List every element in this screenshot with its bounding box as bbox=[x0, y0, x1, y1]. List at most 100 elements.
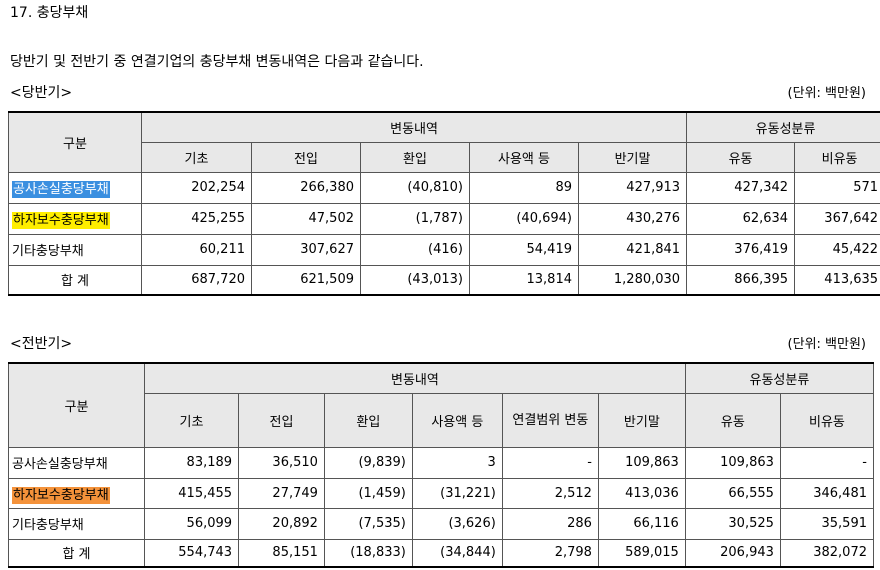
cell: (43,013) bbox=[360, 264, 470, 296]
col-header: 유동 bbox=[684, 392, 781, 448]
cell: 62,634 bbox=[686, 202, 796, 235]
cell: (1,787) bbox=[360, 202, 470, 235]
row-label: 공사손실충당부채 bbox=[8, 446, 145, 479]
row-label-highlighted: 하자보수충당부채 bbox=[12, 212, 110, 229]
previous-period-label: <전반기> bbox=[10, 336, 73, 352]
table-row: 기타충당부채 56,099 20,892 (7,535) (3,626) 286… bbox=[8, 507, 875, 540]
cell: 2,798 bbox=[501, 538, 599, 568]
cell: 45,422 bbox=[794, 233, 880, 266]
header-classification: 유동성분류 bbox=[684, 362, 875, 394]
col-header: 유동 bbox=[686, 141, 796, 173]
cell: (31,221) bbox=[411, 477, 503, 509]
cell: 66,116 bbox=[597, 507, 686, 540]
cell: 367,642 bbox=[794, 202, 880, 235]
cell: (7,535) bbox=[323, 507, 413, 540]
total-row: 합 계 554,743 85,151 (18,833) (34,844) 2,7… bbox=[8, 538, 875, 568]
cell: 266,380 bbox=[251, 171, 361, 204]
previous-provisions-table: 구분 변동내역 유동성분류 기초 전입 환입 사용액 등 연결범위 변동 반기말… bbox=[8, 362, 875, 568]
cell: 382,072 bbox=[779, 538, 875, 568]
current-provisions-table: 구분 변동내역 유동성분류 기초 전입 환입 사용액 등 반기말 유동 비유동 … bbox=[8, 111, 880, 296]
col-header: 전입 bbox=[238, 392, 325, 448]
cell: (9,839) bbox=[323, 446, 413, 479]
cell: 286 bbox=[501, 507, 599, 540]
cell: 36,510 bbox=[238, 446, 325, 479]
cell: 589,015 bbox=[597, 538, 686, 568]
col-header: 기초 bbox=[141, 141, 252, 173]
col-header: 사용액 등 bbox=[469, 141, 579, 173]
current-unit-label: (단위: 백만원) bbox=[787, 86, 866, 101]
cell: 56,099 bbox=[143, 507, 240, 540]
header-changes: 변동내역 bbox=[143, 362, 686, 394]
total-row: 합 계 687,720 621,509 (43,013) 13,814 1,28… bbox=[8, 264, 880, 296]
col-header: 사용액 등 bbox=[411, 392, 503, 448]
header-category: 구분 bbox=[8, 362, 145, 448]
table-row: 공사손실충당부채 83,189 36,510 (9,839) 3 - 109,8… bbox=[8, 446, 875, 479]
table-row: 하자보수충당부채 415,455 27,749 (1,459) (31,221)… bbox=[8, 477, 875, 509]
cell: (40,810) bbox=[360, 171, 470, 204]
cell: 35,591 bbox=[779, 507, 875, 540]
cell: 66,555 bbox=[684, 477, 781, 509]
cell: 60,211 bbox=[141, 233, 252, 266]
table-row: 하자보수충당부채 425,255 47,502 (1,787) (40,694)… bbox=[8, 202, 880, 235]
intro-text: 당반기 및 전반기 중 연결기업의 충당부채 변동내역은 다음과 같습니다. bbox=[10, 54, 424, 70]
cell: 202,254 bbox=[141, 171, 252, 204]
cell: 425,255 bbox=[141, 202, 252, 235]
cell: 109,863 bbox=[597, 446, 686, 479]
cell: - bbox=[779, 446, 875, 479]
cell: 427,342 bbox=[686, 171, 796, 204]
cell: 427,913 bbox=[577, 171, 688, 204]
col-header: 전입 bbox=[251, 141, 361, 173]
cell: (40,694) bbox=[469, 202, 579, 235]
row-label: 기타충당부채 bbox=[8, 233, 142, 266]
header-changes: 변동내역 bbox=[140, 111, 688, 143]
row-label-highlighted: 공사손실충당부채 bbox=[12, 181, 110, 198]
cell: 20,892 bbox=[238, 507, 325, 540]
cell: 1,280,030 bbox=[577, 264, 688, 296]
cell: 346,481 bbox=[779, 477, 875, 509]
cell: 83,189 bbox=[143, 446, 240, 479]
cell: (416) bbox=[360, 233, 470, 266]
cell: 307,627 bbox=[251, 233, 361, 266]
col-header: 반기말 bbox=[597, 392, 686, 448]
cell: (34,844) bbox=[411, 538, 503, 568]
cell: 866,395 bbox=[686, 264, 796, 296]
cell: 571 bbox=[794, 171, 880, 204]
cell: 413,036 bbox=[597, 477, 686, 509]
cell: 554,743 bbox=[143, 538, 240, 568]
col-header: 환입 bbox=[323, 392, 413, 448]
cell: 3 bbox=[411, 446, 503, 479]
cell: 13,814 bbox=[469, 264, 579, 296]
section-title: 17. 충당부채 bbox=[10, 5, 89, 21]
cell: (18,833) bbox=[323, 538, 413, 568]
previous-unit-label: (단위: 백만원) bbox=[787, 337, 866, 352]
cell: 621,509 bbox=[251, 264, 361, 296]
cell: 206,943 bbox=[684, 538, 781, 568]
header-classification: 유동성분류 bbox=[686, 111, 880, 143]
cell: (1,459) bbox=[323, 477, 413, 509]
col-header: 연결범위 변동 bbox=[501, 392, 599, 448]
cell: 54,419 bbox=[469, 233, 579, 266]
col-header: 비유동 bbox=[779, 392, 875, 448]
cell: 430,276 bbox=[577, 202, 688, 235]
row-label-highlighted: 하자보수충당부채 bbox=[12, 486, 110, 504]
cell: (3,626) bbox=[411, 507, 503, 540]
cell: 2,512 bbox=[501, 477, 599, 509]
total-label: 합 계 bbox=[8, 264, 142, 296]
col-header: 기초 bbox=[143, 392, 240, 448]
cell: 421,841 bbox=[577, 233, 688, 266]
table-row: 기타충당부채 60,211 307,627 (416) 54,419 421,8… bbox=[8, 233, 880, 266]
cell: 30,525 bbox=[684, 507, 781, 540]
cell: - bbox=[501, 446, 599, 479]
cell: 109,863 bbox=[684, 446, 781, 479]
cell: 376,419 bbox=[686, 233, 796, 266]
cell: 89 bbox=[469, 171, 579, 204]
total-label: 합 계 bbox=[8, 538, 145, 568]
cell: 413,635 bbox=[794, 264, 880, 296]
row-label: 기타충당부채 bbox=[8, 507, 145, 540]
current-period-label: <당반기> bbox=[10, 85, 73, 101]
col-header: 반기말 bbox=[577, 141, 688, 173]
cell: 415,455 bbox=[143, 477, 240, 509]
cell: 47,502 bbox=[251, 202, 361, 235]
cell: 27,749 bbox=[238, 477, 325, 509]
cell: 85,151 bbox=[238, 538, 325, 568]
